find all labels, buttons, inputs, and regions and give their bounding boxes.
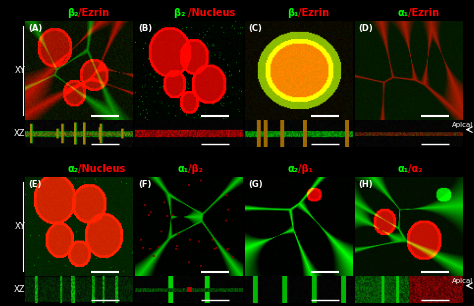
Text: XZ: XZ	[14, 129, 26, 138]
Text: (H): (H)	[358, 180, 373, 189]
Text: XY: XY	[15, 66, 25, 75]
Text: /Ezrin: /Ezrin	[78, 8, 109, 18]
Text: /Ezrin: /Ezrin	[408, 8, 439, 18]
Text: /β₂: /β₂	[188, 164, 203, 174]
Text: /α₂: /α₂	[408, 164, 423, 174]
Text: β₂: β₂	[67, 8, 78, 18]
Text: /Ezrin: /Ezrin	[299, 8, 329, 18]
Text: α₂: α₂	[67, 164, 78, 174]
Text: Apical: Apical	[452, 121, 473, 128]
Text: (G): (G)	[248, 180, 263, 189]
Text: /Nucleus: /Nucleus	[188, 8, 236, 18]
Text: (A): (A)	[28, 24, 42, 33]
Text: (D): (D)	[358, 24, 373, 33]
Text: /β₁: /β₁	[299, 164, 313, 174]
Text: α₁: α₁	[177, 164, 188, 174]
Text: XY: XY	[15, 222, 25, 231]
Text: β₂: β₂	[173, 8, 188, 18]
Text: α₁: α₁	[397, 8, 408, 18]
Text: (B): (B)	[138, 24, 152, 33]
Text: /Nucleus: /Nucleus	[78, 164, 126, 174]
Text: α₂: α₂	[287, 164, 299, 174]
Text: Apical: Apical	[452, 278, 473, 284]
Text: (C): (C)	[248, 24, 262, 33]
Text: XZ: XZ	[14, 285, 26, 294]
Text: α₁: α₁	[397, 164, 408, 174]
Text: β₁: β₁	[287, 8, 299, 18]
Text: (E): (E)	[28, 180, 41, 189]
Text: (F): (F)	[138, 180, 151, 189]
